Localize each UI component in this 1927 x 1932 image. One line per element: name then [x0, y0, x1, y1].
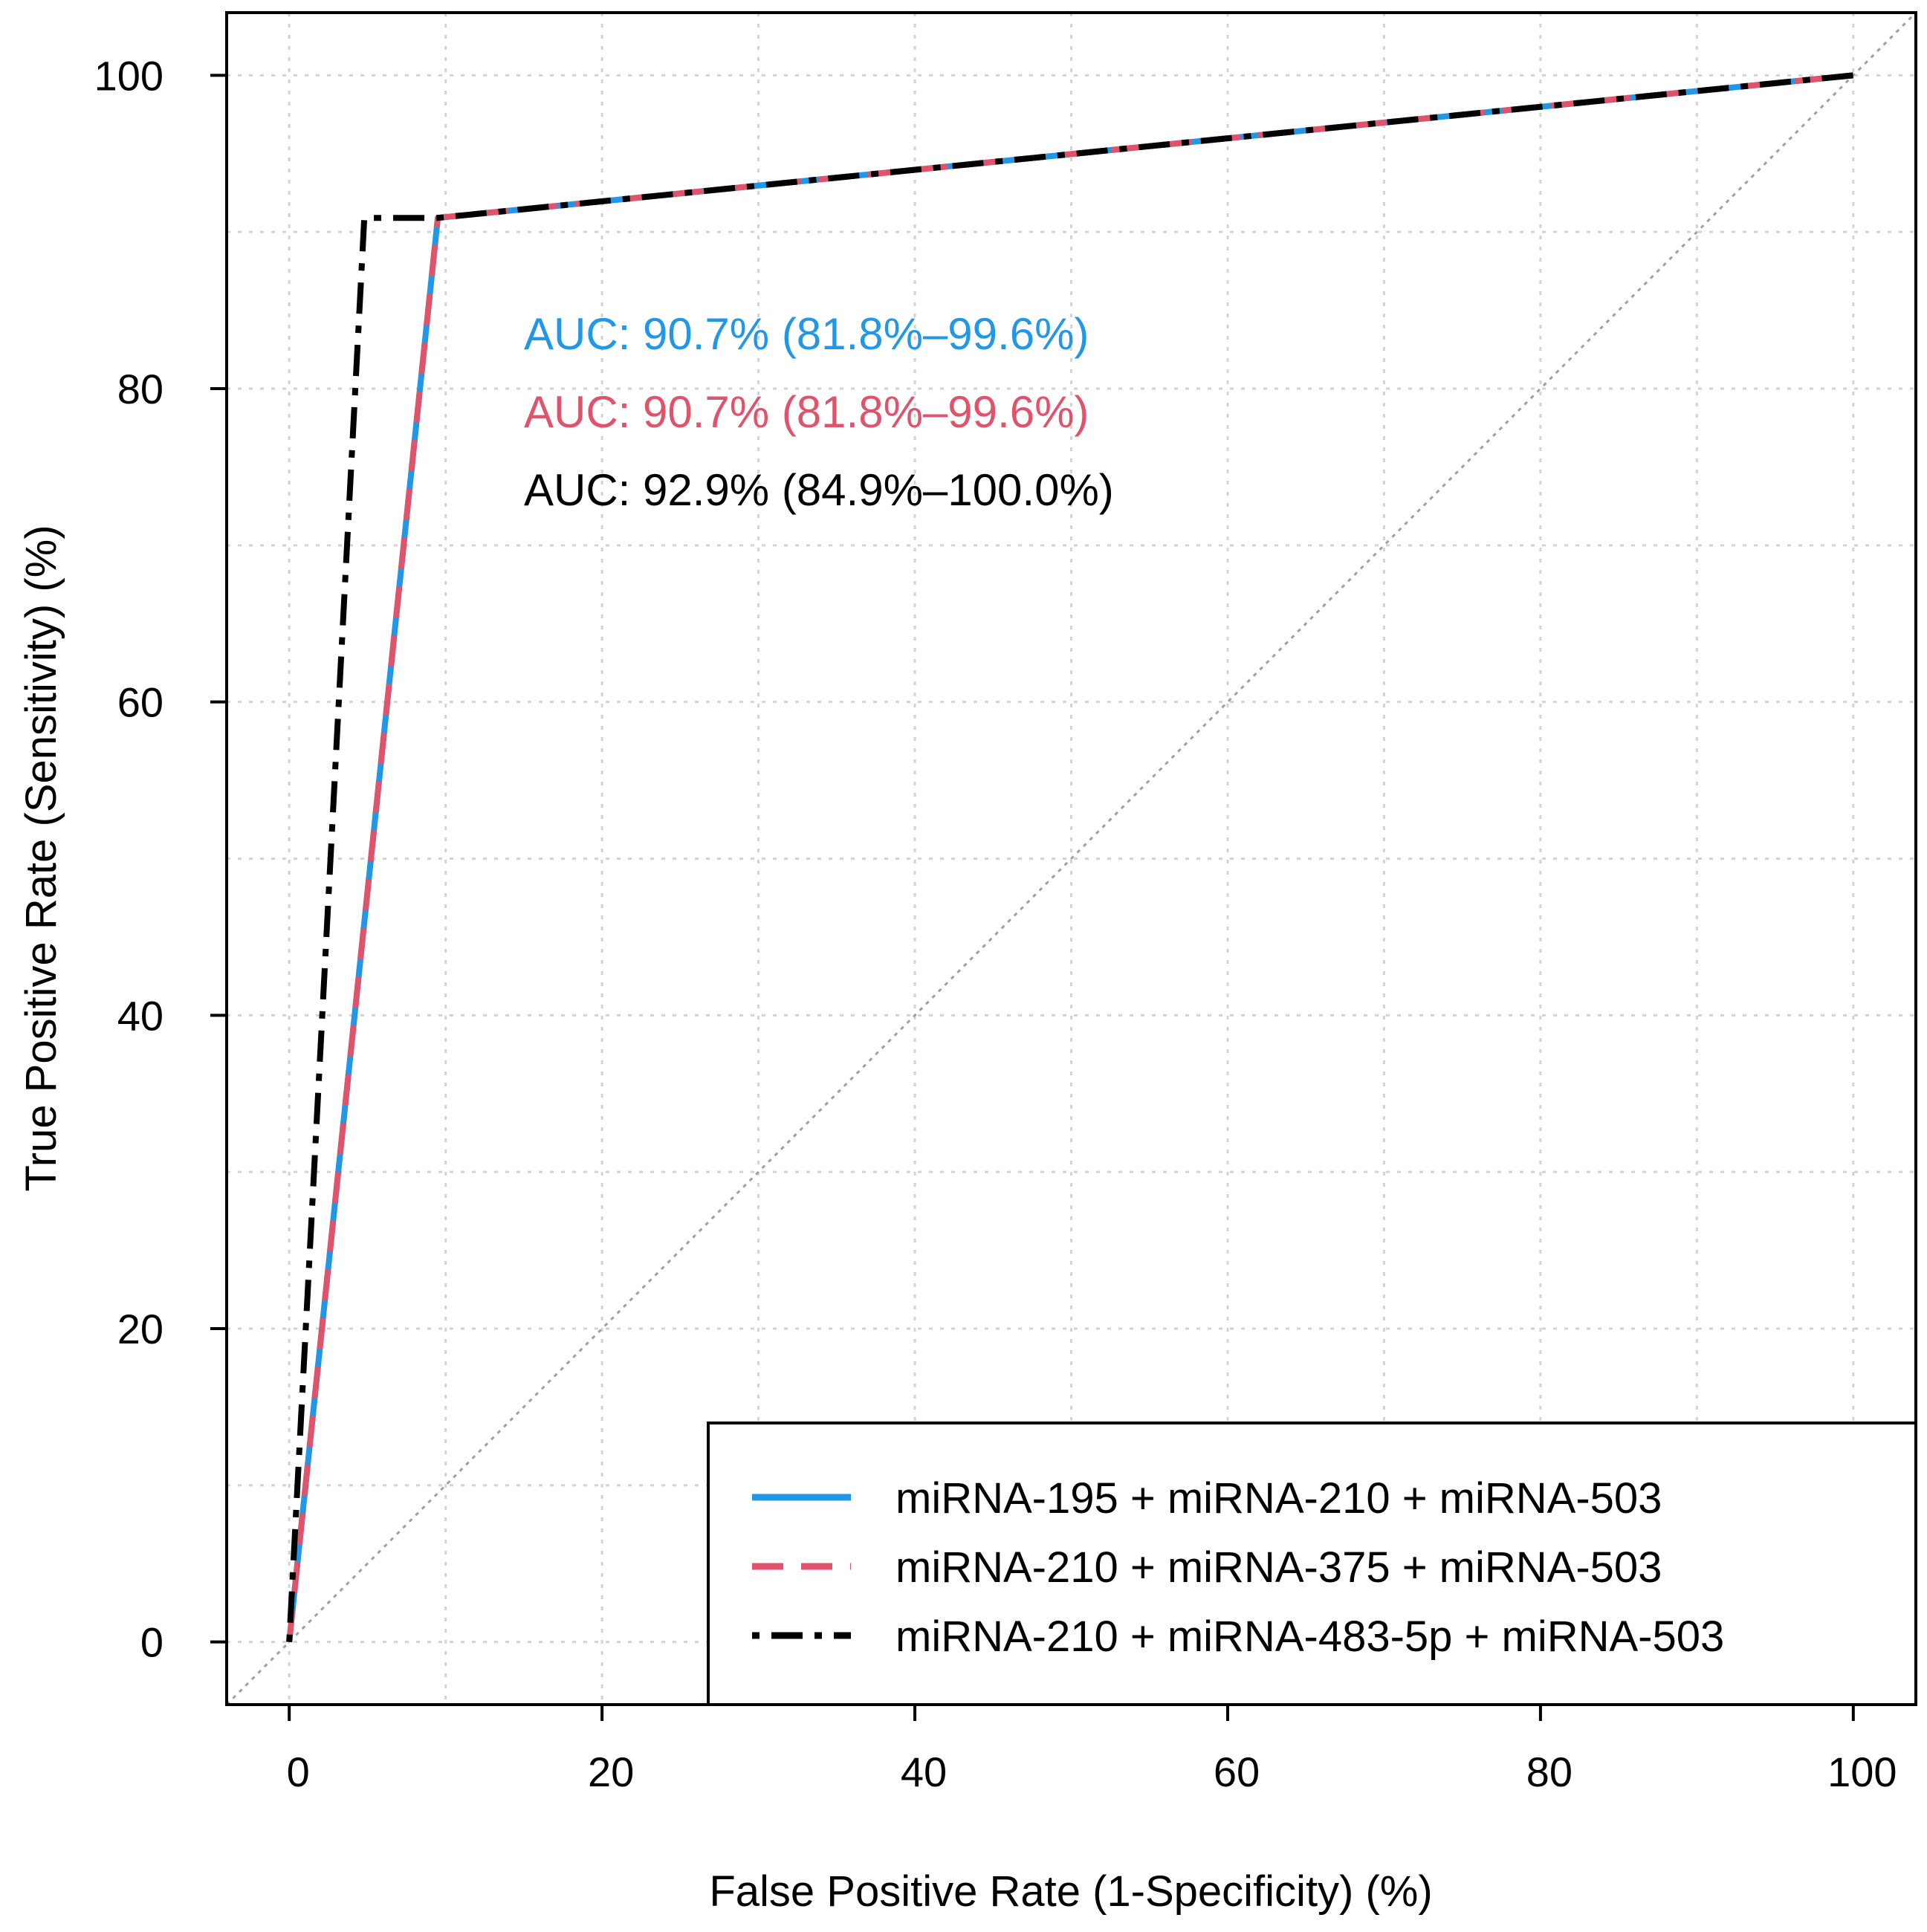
x-axis-title: False Positive Rate (1-Specificity) (%)	[709, 1867, 1432, 1916]
series-lines	[286, 72, 1854, 1643]
auc-label-series-3: AUC: 92.9% (84.9%–100.0%)	[524, 465, 1114, 515]
diagonal-line	[225, 11, 1917, 1706]
legend-label-series-3: miRNA-210 + miRNA-483-5p + miRNA-503	[896, 1612, 1724, 1661]
axes: 0 20 40 60 80 100 0 20 40 60 80 100	[94, 52, 1897, 1795]
series-line-3	[286, 72, 1854, 1642]
y-tick-label-1: 20	[117, 1306, 163, 1352]
legend-label-series-1: miRNA-195 + miRNA-210 + miRNA-503	[896, 1474, 1662, 1523]
y-tick-label-0: 0	[140, 1619, 163, 1666]
y-tick-label-5: 100	[94, 52, 163, 99]
grid-lines	[227, 13, 1916, 1705]
legend-label-series-2: miRNA-210 + miRNA-375 + miRNA-503	[896, 1543, 1662, 1592]
legend-box	[707, 1422, 1917, 1706]
auc-label-series-2: AUC: 90.7% (81.8%–99.6%)	[524, 387, 1089, 437]
legend: miRNA-195 + miRNA-210 + miRNA-503 miRNA-…	[707, 1422, 1917, 1706]
x-tick-label-2: 40	[901, 1748, 947, 1795]
x-tick-label-1: 20	[588, 1748, 634, 1795]
y-axis-title: True Positive Rate (Sensitivity) (%)	[17, 525, 65, 1191]
y-tick-label-4: 80	[117, 366, 163, 412]
auc-labels: AUC: 90.7% (81.8%–99.6%) AUC: 90.7% (81.…	[524, 309, 1114, 515]
x-tick-label-3: 60	[1214, 1748, 1260, 1795]
y-tick-label-2: 40	[117, 992, 163, 1039]
diagonal-reference	[225, 11, 1917, 1706]
x-tick-label-0: 0	[287, 1748, 310, 1795]
auc-label-series-1: AUC: 90.7% (81.8%–99.6%)	[524, 309, 1089, 359]
x-tick-label-5: 100	[1827, 1748, 1897, 1795]
y-tick-label-3: 60	[117, 679, 163, 726]
x-tick-label-4: 80	[1526, 1748, 1573, 1795]
